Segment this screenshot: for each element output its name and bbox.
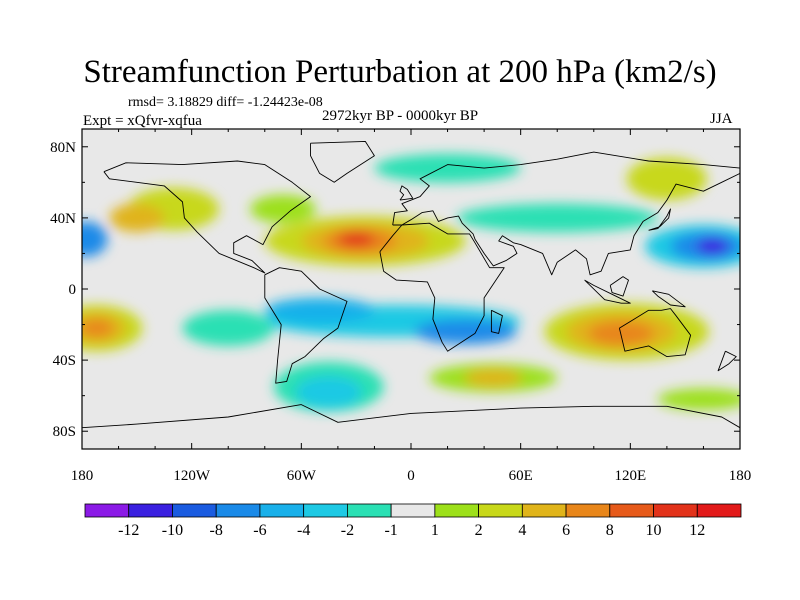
- colorbar-box: [434, 503, 480, 518]
- colorbar-box: [390, 503, 436, 518]
- colorbar-box: [128, 503, 173, 518]
- colorbar-box: [172, 503, 217, 518]
- coastline-africa: [379, 222, 505, 352]
- coastline-greenland: [310, 140, 375, 183]
- x-tick-label: 0: [407, 468, 415, 484]
- field-blob: [464, 369, 523, 387]
- coastline-layer: [82, 140, 740, 429]
- colorbar-label: -4: [297, 522, 310, 539]
- field-layer: [82, 153, 740, 412]
- colorbar-box: [346, 503, 392, 518]
- field-blob: [456, 203, 658, 233]
- field-blob: [696, 237, 730, 256]
- colorbar-box: [609, 503, 654, 518]
- chart-title: Streamfunction Perturbation at 200 hPa (…: [83, 54, 717, 90]
- coastline-new-guinea: [651, 290, 686, 308]
- colorbar-label: -12: [118, 522, 139, 539]
- field-blob: [588, 321, 655, 346]
- colorbar-box: [696, 503, 742, 518]
- y-tick-label: 40S: [53, 353, 76, 369]
- coastline-borneo: [609, 276, 629, 297]
- field-blob: [109, 203, 165, 233]
- coastline-uk: [399, 185, 414, 201]
- colorbar-label: 10: [646, 522, 662, 539]
- colorbar-box: [565, 503, 611, 518]
- x-tick-label: 60E: [509, 468, 533, 484]
- x-tick-label: 120E: [614, 468, 646, 484]
- y-tick-label: 80S: [53, 424, 76, 440]
- colorbar-box: [478, 503, 523, 518]
- x-tick-label: 180: [729, 468, 752, 484]
- field-blob: [182, 310, 274, 346]
- field-blob: [337, 232, 375, 247]
- colorbar-box: [653, 503, 698, 518]
- x-tick-label: 180: [71, 468, 94, 484]
- colorbar-box: [84, 503, 130, 518]
- field-blob: [82, 319, 114, 337]
- colorbar-label: 4: [518, 522, 526, 539]
- field-blob: [295, 376, 362, 409]
- field-blob: [414, 319, 518, 345]
- coastline-south-america: [264, 267, 348, 384]
- colorbar: -12 -10 -8 -6 -4 -2 -1 1 2 4 6 8 10 12: [84, 503, 742, 539]
- experiment-label: Expt = xQfvr-xqfua: [83, 113, 202, 129]
- colorbar-box: [303, 503, 348, 518]
- colorbar-label: 1: [431, 522, 439, 539]
- colorbar-label: 12: [689, 522, 705, 539]
- coastline-madagascar: [490, 309, 503, 334]
- y-tick-label: 40N: [50, 211, 76, 227]
- coastline-eurasia: [392, 151, 740, 276]
- field-blob: [264, 297, 375, 323]
- field-blob: [626, 157, 708, 201]
- field-blob: [82, 221, 108, 257]
- colorbar-box: [259, 503, 305, 518]
- colorbar-label: -1: [384, 522, 397, 539]
- field-blob: [657, 388, 740, 410]
- colorbar-label: -10: [162, 522, 183, 539]
- colorbar-label: 6: [562, 522, 570, 539]
- coastline-north-america: [103, 160, 311, 274]
- coastline-antarctica-edge: [82, 404, 740, 429]
- season-label: JJA: [710, 111, 733, 127]
- field-blob: [250, 194, 316, 224]
- colorbar-label: 2: [475, 522, 483, 539]
- y-tick-label: 80N: [50, 140, 76, 156]
- stats-label: rmsd= 3.18829 diff= -1.24423e-08: [128, 95, 323, 110]
- colorbar-box: [521, 503, 567, 518]
- colorbar-label: 8: [606, 522, 614, 539]
- colorbar-label: -6: [253, 522, 266, 539]
- x-tick-label: 60W: [287, 468, 317, 484]
- x-tick-label: 120W: [173, 468, 211, 484]
- field-blob: [374, 153, 521, 183]
- colorbar-label: -2: [341, 522, 354, 539]
- colorbar-box: [215, 503, 261, 518]
- axes-layer: 180 120W 60W 0 60E 120E 180 80N 40N 0 40S 80S: [50, 129, 751, 484]
- coastline-japan: [648, 208, 671, 231]
- y-tick-label: 0: [69, 282, 77, 298]
- coastline-indonesia: [584, 279, 631, 304]
- colorbar-label: -8: [210, 522, 223, 539]
- coastline-australia: [618, 308, 692, 358]
- coastline-new-zealand: [717, 350, 737, 372]
- period-label: 2972kyr BP - 0000kyr BP: [322, 108, 479, 124]
